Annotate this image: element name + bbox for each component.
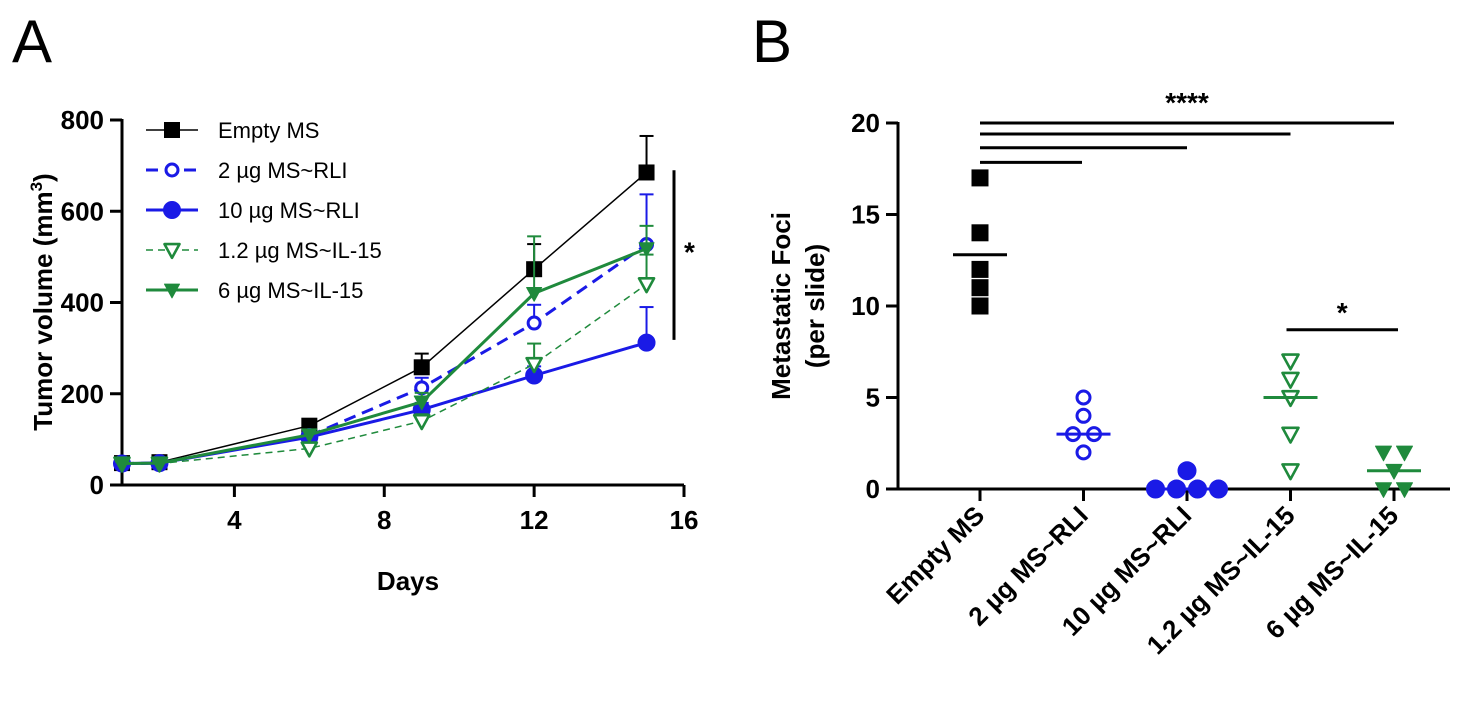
group-2 <box>1146 461 1228 499</box>
data-point <box>637 277 656 294</box>
legend-label: 10 µg MS~RLI <box>218 198 360 223</box>
series-line <box>121 243 648 466</box>
legend-item: 6 µg MS~IL-15 <box>146 278 363 303</box>
y-tick-label-b: 20 <box>851 108 880 138</box>
data-point <box>638 164 655 181</box>
y-tick-label-b: 15 <box>851 200 880 230</box>
data-point <box>301 428 318 444</box>
data-point <box>525 356 543 374</box>
legend-marker <box>163 242 181 260</box>
legend-marker <box>164 283 180 299</box>
y-tick-label-b: 0 <box>866 474 880 504</box>
data-point <box>412 413 431 431</box>
data-point <box>1396 445 1413 462</box>
y-tick-label-b: 10 <box>851 291 880 321</box>
data-point <box>1281 371 1300 389</box>
x-tick-label-a: 8 <box>377 505 391 535</box>
data-point <box>637 333 656 352</box>
data-point <box>1075 407 1092 424</box>
legend-label: 2 µg MS~RLI <box>218 158 347 183</box>
group-3 <box>1263 353 1318 481</box>
y-axis-label-a: Tumor volume (mm3) <box>27 173 58 430</box>
data-point <box>1281 353 1300 371</box>
y-tick-label-a: 800 <box>61 105 104 135</box>
series-a-0 <box>114 134 655 472</box>
chart-a: 0 200 400 600 800 4 8 12 16 Empty MS 2 µg MS~RLI 1… <box>27 105 698 596</box>
series-line <box>122 283 647 465</box>
legend-item: 2 µg MS~RLI <box>146 158 347 183</box>
data-point <box>971 224 989 242</box>
data-point <box>526 315 542 331</box>
y-tick-label-a: 400 <box>61 288 104 318</box>
panel-label-a: A <box>12 8 52 75</box>
series-a-2 <box>113 306 656 473</box>
y-axis-label-b-line1: Metastatic Foci <box>766 212 796 400</box>
data-point <box>413 395 430 411</box>
data-point <box>971 169 989 187</box>
data-point <box>413 359 430 376</box>
y-tick-label-b: 5 <box>866 383 880 413</box>
data-point <box>1075 389 1092 406</box>
legend-marker <box>164 122 180 138</box>
data-point <box>971 260 989 278</box>
group-4 <box>1367 445 1421 498</box>
data-point <box>1177 461 1197 481</box>
significance-star-a: * <box>684 236 695 267</box>
x-tick-label-a: 16 <box>670 505 699 535</box>
y-tick-label-a: 200 <box>61 379 104 409</box>
x-tick-label-a: 12 <box>520 505 549 535</box>
y-tick-label-a: 0 <box>90 470 104 500</box>
data-point <box>114 457 130 472</box>
data-point <box>1281 463 1300 481</box>
x-tick-label-a: 4 <box>227 505 242 535</box>
legend-item: 1.2 µg MS~IL-15 <box>146 238 382 263</box>
series-line <box>121 247 648 466</box>
data-point <box>1075 444 1092 461</box>
significance-stars-b: **** <box>1165 87 1209 118</box>
data-point <box>638 242 655 258</box>
data-point <box>1281 426 1300 444</box>
x-axis-label-a: Days <box>377 566 439 596</box>
data-point <box>151 456 168 472</box>
significance-star-b: * <box>1337 297 1348 328</box>
data-point <box>971 297 989 315</box>
legend-item: 10 µg MS~RLI <box>146 198 360 223</box>
series-a-4 <box>114 224 655 472</box>
x-tick-label-b: Empty MS <box>880 500 990 610</box>
y-axis-label-b-line2: (per slide) <box>800 244 830 368</box>
group-0 <box>953 169 1007 315</box>
legend-label: 6 µg MS~IL-15 <box>218 278 363 303</box>
legend-label: 1.2 µg MS~IL-15 <box>218 238 382 263</box>
data-point <box>971 279 989 297</box>
legend-label: Empty MS <box>218 118 319 143</box>
group-1 <box>1056 389 1111 461</box>
data-point <box>526 286 543 302</box>
data-point <box>1396 482 1413 498</box>
legend-item: Empty MS <box>146 118 319 143</box>
panel-label-b: B <box>752 8 792 75</box>
legend-marker <box>164 162 180 178</box>
legend-marker <box>163 201 181 219</box>
data-point <box>1375 445 1392 462</box>
data-point <box>1375 482 1392 498</box>
y-tick-label-a: 600 <box>61 196 104 226</box>
